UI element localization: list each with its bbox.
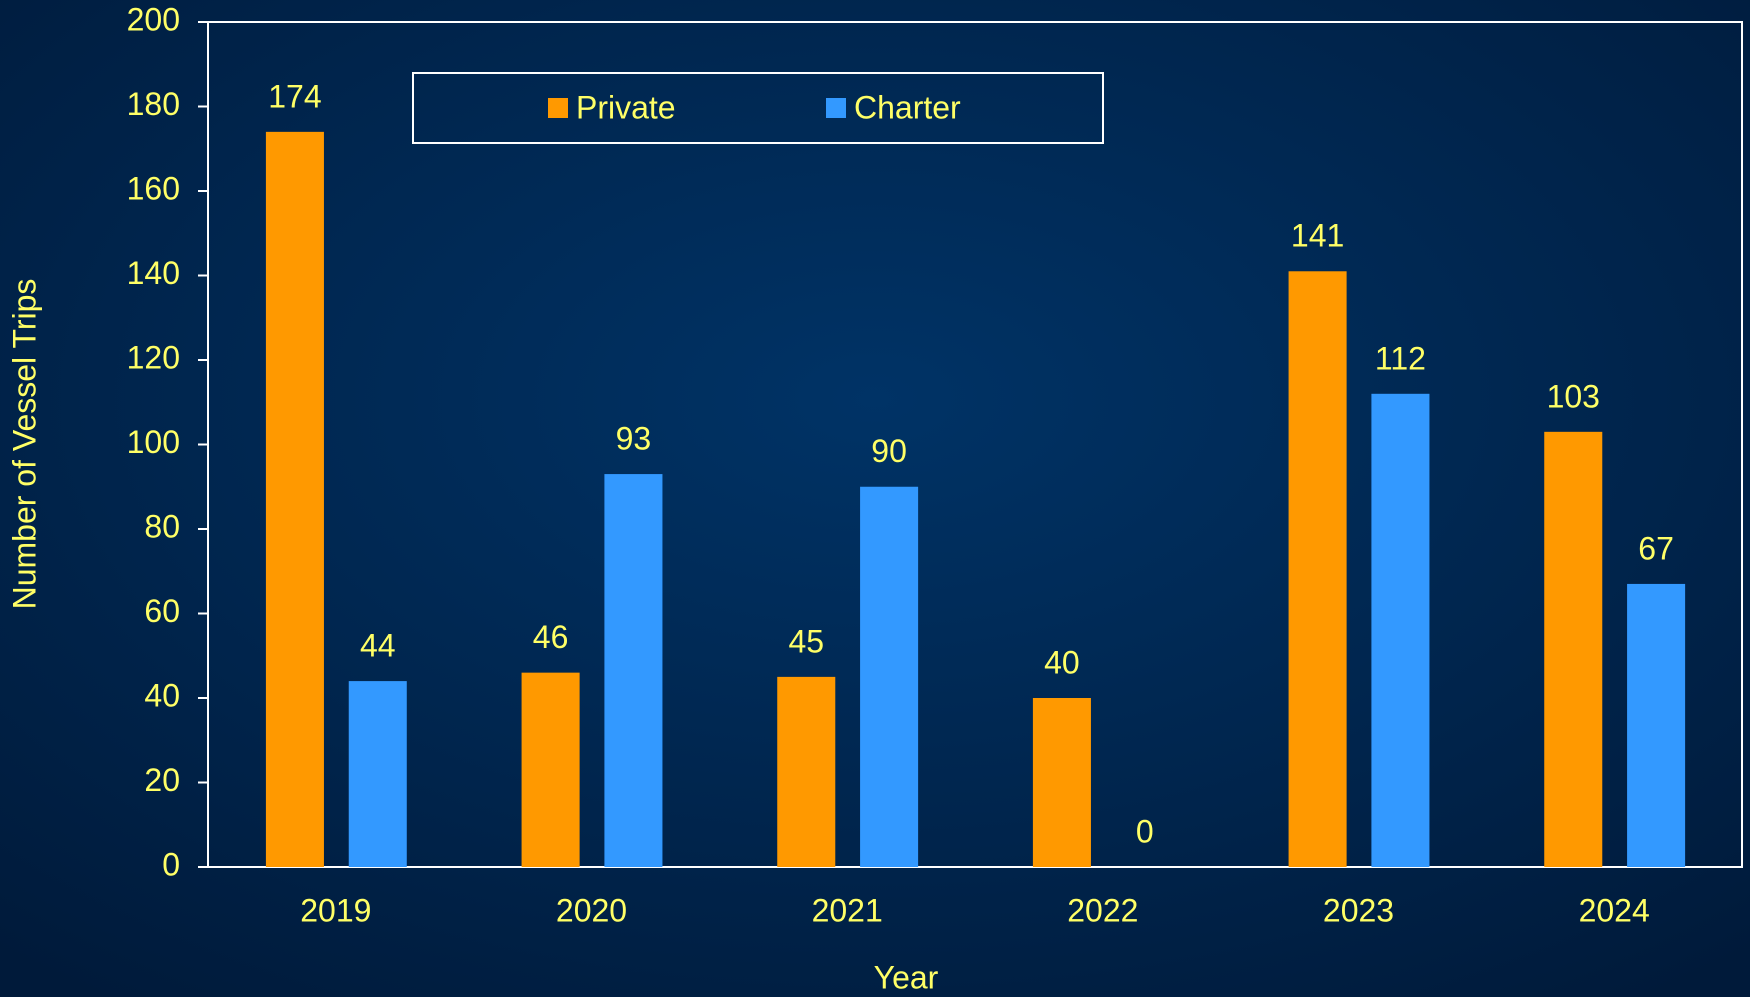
legend-box <box>412 72 1104 144</box>
x-tick-label: 2021 <box>812 892 883 928</box>
data-label: 141 <box>1291 218 1344 254</box>
y-tick-label: 100 <box>127 424 180 460</box>
y-tick-label: 0 <box>162 846 180 882</box>
bar <box>1371 393 1430 867</box>
x-tick-label: 2022 <box>1067 892 1138 928</box>
bar <box>1627 583 1686 867</box>
bar <box>777 676 836 867</box>
bar <box>1032 698 1091 867</box>
data-label: 93 <box>616 421 652 457</box>
x-tick-label: 2019 <box>300 892 371 928</box>
y-tick-label: 140 <box>127 255 180 291</box>
data-label: 0 <box>1136 813 1154 849</box>
data-label: 90 <box>871 433 907 469</box>
legend-swatch <box>548 98 568 118</box>
x-axis-label: Year <box>874 959 939 995</box>
y-tick-label: 20 <box>144 762 180 798</box>
x-tick-label: 2023 <box>1323 892 1394 928</box>
y-tick-label: 160 <box>127 170 180 206</box>
legend-swatch <box>826 98 846 118</box>
y-tick-label: 120 <box>127 339 180 375</box>
x-tick-label: 2024 <box>1579 892 1650 928</box>
legend-label: Charter <box>854 89 961 125</box>
bar <box>1544 431 1603 867</box>
y-tick-label: 40 <box>144 677 180 713</box>
y-axis-label: Number of Vessel Trips <box>6 279 42 610</box>
data-label: 67 <box>1638 530 1674 566</box>
data-label: 45 <box>788 623 824 659</box>
bar <box>604 474 663 867</box>
data-label: 103 <box>1547 378 1600 414</box>
bar <box>265 131 324 868</box>
legend-label: Private <box>576 89 676 125</box>
y-tick-label: 200 <box>127 1 180 37</box>
x-tick-label: 2020 <box>556 892 627 928</box>
y-tick-label: 80 <box>144 508 180 544</box>
bar <box>1288 271 1347 867</box>
bar <box>521 672 580 867</box>
data-label: 46 <box>533 619 569 655</box>
bar <box>860 486 919 867</box>
data-label: 112 <box>1375 340 1426 376</box>
y-tick-label: 60 <box>144 593 180 629</box>
data-label: 40 <box>1044 644 1080 680</box>
y-tick-label: 180 <box>127 86 180 122</box>
data-label: 174 <box>268 78 321 114</box>
data-label: 44 <box>360 628 396 664</box>
bar <box>348 681 407 867</box>
